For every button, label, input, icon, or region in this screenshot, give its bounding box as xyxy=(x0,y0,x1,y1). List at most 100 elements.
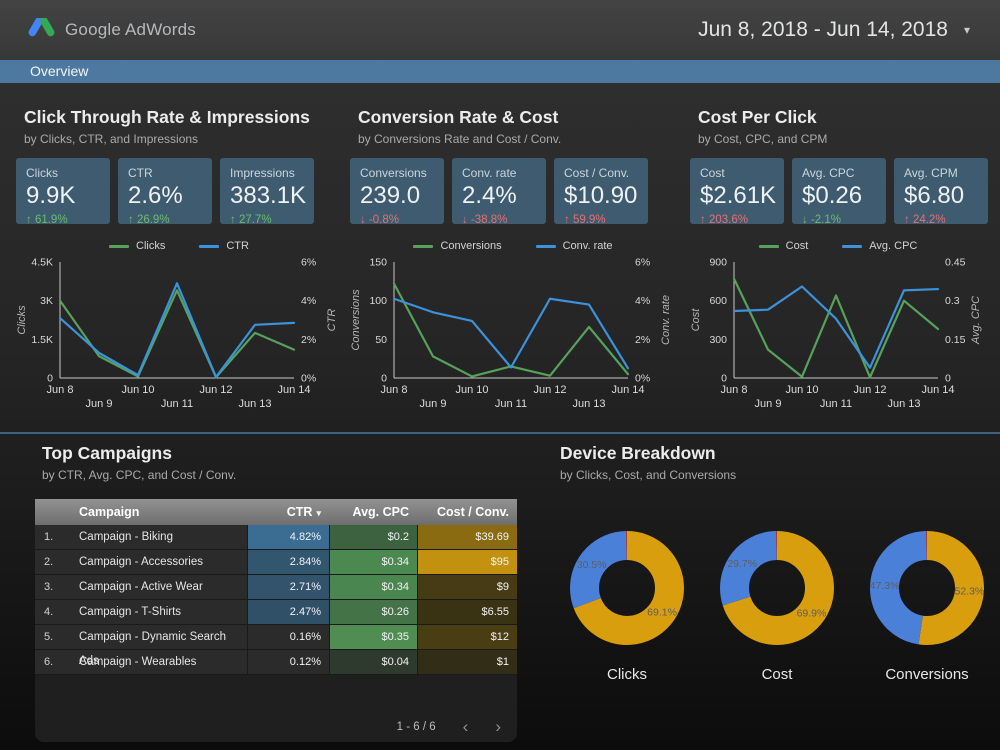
metric-panel: Click Through Rate & Impressions by Click… xyxy=(14,107,344,421)
svg-text:4%: 4% xyxy=(301,295,316,307)
svg-text:4%: 4% xyxy=(635,295,650,307)
svg-text:CTR: CTR xyxy=(326,309,338,332)
column-header-ctr[interactable]: CTR ▾ xyxy=(286,505,321,519)
delta-value: -0.8% xyxy=(365,214,399,226)
delta-up-arrow-icon: ↑ xyxy=(230,214,236,226)
scorecard-label: CTR xyxy=(128,166,153,180)
row-campaign-name: Campaign - Wearables xyxy=(79,656,197,668)
legend-swatch-icon xyxy=(109,244,130,248)
donut-chart: 69.9% 29.7% Cost xyxy=(702,529,852,683)
svg-text:6%: 6% xyxy=(301,257,316,269)
svg-text:0: 0 xyxy=(945,373,951,385)
section-subtitle: by Clicks, CTR, and Impressions xyxy=(24,132,199,146)
scorecard-label: Avg. CPC xyxy=(802,166,855,180)
column-header-campaign[interactable]: Campaign xyxy=(79,505,140,519)
row-cost-conv-value: $12 xyxy=(417,625,517,649)
delta-value: 59.9% xyxy=(569,214,606,226)
column-header-avg-cpc[interactable]: Avg. CPC xyxy=(352,505,410,519)
next-page-button[interactable]: › xyxy=(495,717,501,736)
scorecard-delta: ↑ 27.7% xyxy=(230,214,314,226)
svg-text:3K: 3K xyxy=(40,295,53,307)
delta-value: 203.6% xyxy=(705,214,748,226)
tab-overview[interactable]: Overview xyxy=(30,63,89,79)
chart-legend: Conversions Conv. rate xyxy=(348,240,678,252)
line-chart: 0 0% 50 2% 100 4% 150 6% Jun 8 Jun 9 Jun 10 Jun 11 J… xyxy=(350,257,672,411)
delta-value: -38.8% xyxy=(467,214,508,226)
scorecard-value: $10.90 xyxy=(564,182,638,209)
row-cost-conv-value: $39.69 xyxy=(417,525,517,549)
legend-swatch-icon xyxy=(535,244,556,248)
svg-text:0.3: 0.3 xyxy=(945,295,960,307)
scorecard: Cost $2.61K ↑ 203.6% xyxy=(690,158,784,226)
svg-text:0%: 0% xyxy=(301,373,316,385)
row-avg-cpc-value: $0.2 xyxy=(329,525,417,549)
scorecard-delta: ↑ 61.9% xyxy=(26,214,110,226)
svg-text:Jun 8: Jun 8 xyxy=(721,384,748,396)
table-row[interactable]: 6. Campaign - Wearables 0.12% $0.04 $1 xyxy=(35,650,517,675)
prev-page-button[interactable]: ‹ xyxy=(462,717,469,736)
row-rank: 3. xyxy=(44,581,54,593)
row-campaign-name: Campaign - T-Shirts xyxy=(79,606,182,618)
scorecard-row: Cost $2.61K ↑ 203.6% Avg. CPC $0.26 ↓ -2.1% Av… xyxy=(688,158,988,226)
row-campaign-name: Campaign - Accessories xyxy=(79,556,203,568)
scorecard-label: Cost / Conv. xyxy=(564,166,630,180)
row-avg-cpc-value: $0.26 xyxy=(329,600,417,624)
svg-text:47.3%: 47.3% xyxy=(870,580,900,592)
top-campaigns-table: Campaign CTR ▾ Avg. CPC Cost / Conv. 1. Campa… xyxy=(35,499,517,742)
delta-up-arrow-icon: ↑ xyxy=(26,214,32,226)
svg-text:69.1%: 69.1% xyxy=(647,606,677,618)
row-rank: 1. xyxy=(44,531,54,543)
section-subtitle: by Cost, CPC, and CPM xyxy=(698,132,828,146)
scorecard-value: $6.80 xyxy=(904,182,965,209)
table-row[interactable]: 5. Campaign - Dynamic Search Ads 0.16% $0.3… xyxy=(35,625,517,667)
table-row[interactable]: 4. Campaign - T-Shirts 2.47% $0.26 $6.55 xyxy=(35,600,517,625)
row-cost-conv-value: $6.55 xyxy=(417,600,517,624)
svg-text:150: 150 xyxy=(369,257,387,269)
svg-text:Jun 12: Jun 12 xyxy=(533,384,566,396)
section-subtitle: by Conversions Rate and Cost / Conv. xyxy=(358,132,562,146)
donut-chart: 69.1% 30.5% Clicks xyxy=(552,529,702,683)
row-ctr-value: 2.84% xyxy=(247,550,329,574)
table-row[interactable]: 3. Campaign - Active Wear 2.71% $0.34 $9 xyxy=(35,575,517,600)
legend-swatch-icon xyxy=(842,244,863,248)
scorecard-delta: ↑ 26.9% xyxy=(128,214,212,226)
svg-text:30.5%: 30.5% xyxy=(577,559,607,571)
scorecard: Conv. rate 2.4% ↓ -38.8% xyxy=(452,158,546,226)
scorecard-label: Impressions xyxy=(230,166,295,180)
metric-panel: Conversion Rate & Cost by Conversions Rat… xyxy=(348,107,678,421)
svg-text:Jun 9: Jun 9 xyxy=(755,398,782,410)
svg-text:Jun 13: Jun 13 xyxy=(238,398,271,410)
row-ctr-value: 0.16% xyxy=(247,625,329,649)
row-rank: 6. xyxy=(44,656,54,668)
legend-item: Conversions xyxy=(413,240,502,252)
legend-label: Conv. rate xyxy=(562,240,613,252)
scorecard-label: Clicks xyxy=(26,166,58,180)
svg-text:Cost: Cost xyxy=(690,308,702,332)
metric-panel: Cost Per Click by Cost, CPC, and CPM Cost $… xyxy=(688,107,988,421)
device-donut-charts: 69.1% 30.5% Clicks 69.9% 29.7% Cost 52.3% 47.3%… xyxy=(552,529,1000,683)
legend-swatch-icon xyxy=(758,244,779,248)
scorecard-delta: ↑ 59.9% xyxy=(564,214,648,226)
delta-up-arrow-icon: ↑ xyxy=(700,214,706,226)
column-header-cost-conv-[interactable]: Cost / Conv. xyxy=(437,505,509,519)
row-campaign-name: Campaign - Active Wear xyxy=(79,581,203,593)
svg-text:Jun 12: Jun 12 xyxy=(853,384,886,396)
table-row[interactable]: 1. Campaign - Biking 4.82% $0.2 $39.69 xyxy=(35,525,517,550)
row-cost-conv-value: $9 xyxy=(417,575,517,599)
svg-text:Jun 12: Jun 12 xyxy=(199,384,232,396)
scorecard-label: Conversions xyxy=(360,166,427,180)
chevron-down-icon: ▾ xyxy=(963,23,970,37)
svg-text:0: 0 xyxy=(721,373,727,385)
scorecard: Avg. CPC $0.26 ↓ -2.1% xyxy=(792,158,886,226)
row-ctr-value: 2.71% xyxy=(247,575,329,599)
scorecard-value: 383.1K xyxy=(230,182,307,209)
svg-text:0: 0 xyxy=(381,373,387,385)
table-row[interactable]: 2. Campaign - Accessories 2.84% $0.34 $95 xyxy=(35,550,517,575)
legend-label: Cost xyxy=(785,240,809,252)
svg-text:2%: 2% xyxy=(635,334,650,346)
date-range-selector[interactable]: Jun 8, 2018 - Jun 14, 2018 ▾ xyxy=(698,18,1000,42)
row-avg-cpc-value: $0.34 xyxy=(329,550,417,574)
brand: Google AdWords xyxy=(0,18,196,42)
scorecard-value: 9.9K xyxy=(26,182,76,209)
